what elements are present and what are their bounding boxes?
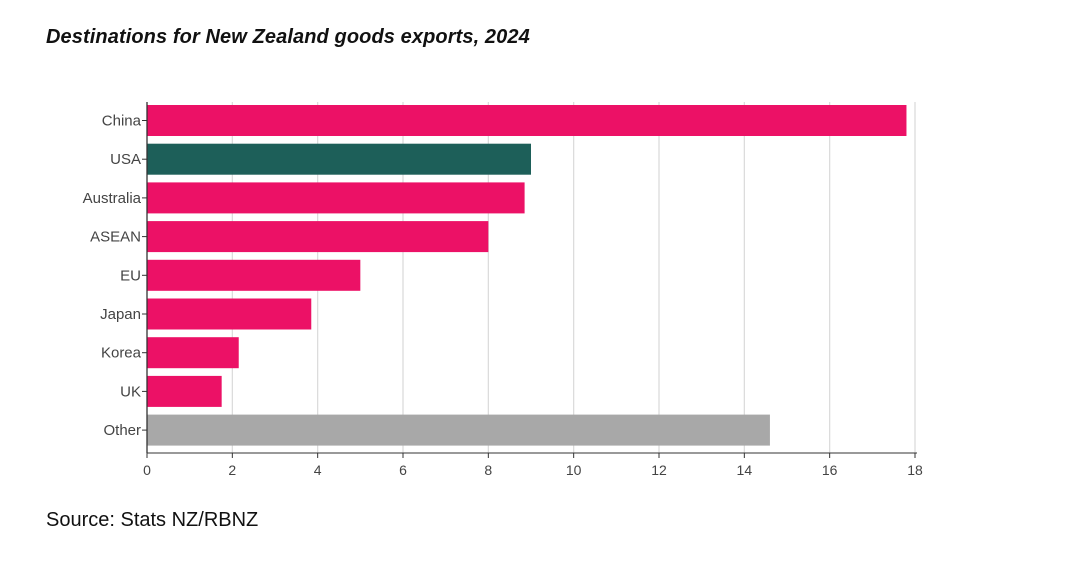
bar-usa (147, 143, 531, 175)
x-tick-label-2: 2 (228, 462, 236, 478)
bar-other (147, 414, 770, 446)
category-label-japan: Japan (100, 306, 141, 323)
category-label-asean: ASEAN (90, 229, 141, 246)
bar-eu (147, 259, 361, 291)
bar-australia (147, 182, 525, 214)
bar-china (147, 105, 907, 136)
bar-japan (147, 298, 312, 330)
bar-uk (147, 375, 222, 407)
x-tick-label-16: 16 (822, 462, 838, 478)
x-tick-label-4: 4 (314, 462, 322, 478)
category-label-china: China (102, 113, 142, 130)
x-tick-label-6: 6 (399, 462, 407, 478)
source-note: Source: Stats NZ/RBNZ (46, 509, 259, 531)
chart-title: Destinations for New Zealand goods expor… (46, 26, 530, 48)
x-tick-label-0: 0 (143, 462, 151, 478)
x-tick-label-12: 12 (651, 462, 667, 478)
bar-asean (147, 221, 489, 253)
category-label-eu: EU (120, 267, 141, 284)
x-tick-label-18: 18 (907, 462, 923, 478)
labels: 0 2 4 6 8 10 12 14 16 18 China USA Australia ASEAN EU J… (83, 113, 923, 479)
category-label-uk: UK (120, 383, 141, 400)
x-tick-label-10: 10 (566, 462, 582, 478)
x-tick-label-8: 8 (484, 462, 492, 478)
category-label-korea: Korea (101, 345, 142, 362)
x-tick-label-14: 14 (737, 462, 753, 478)
category-label-australia: Australia (83, 190, 142, 207)
bars (147, 105, 907, 446)
category-label-usa: USA (110, 151, 141, 168)
category-label-other: Other (103, 422, 141, 439)
bar-korea (147, 337, 239, 369)
axes (142, 102, 917, 458)
